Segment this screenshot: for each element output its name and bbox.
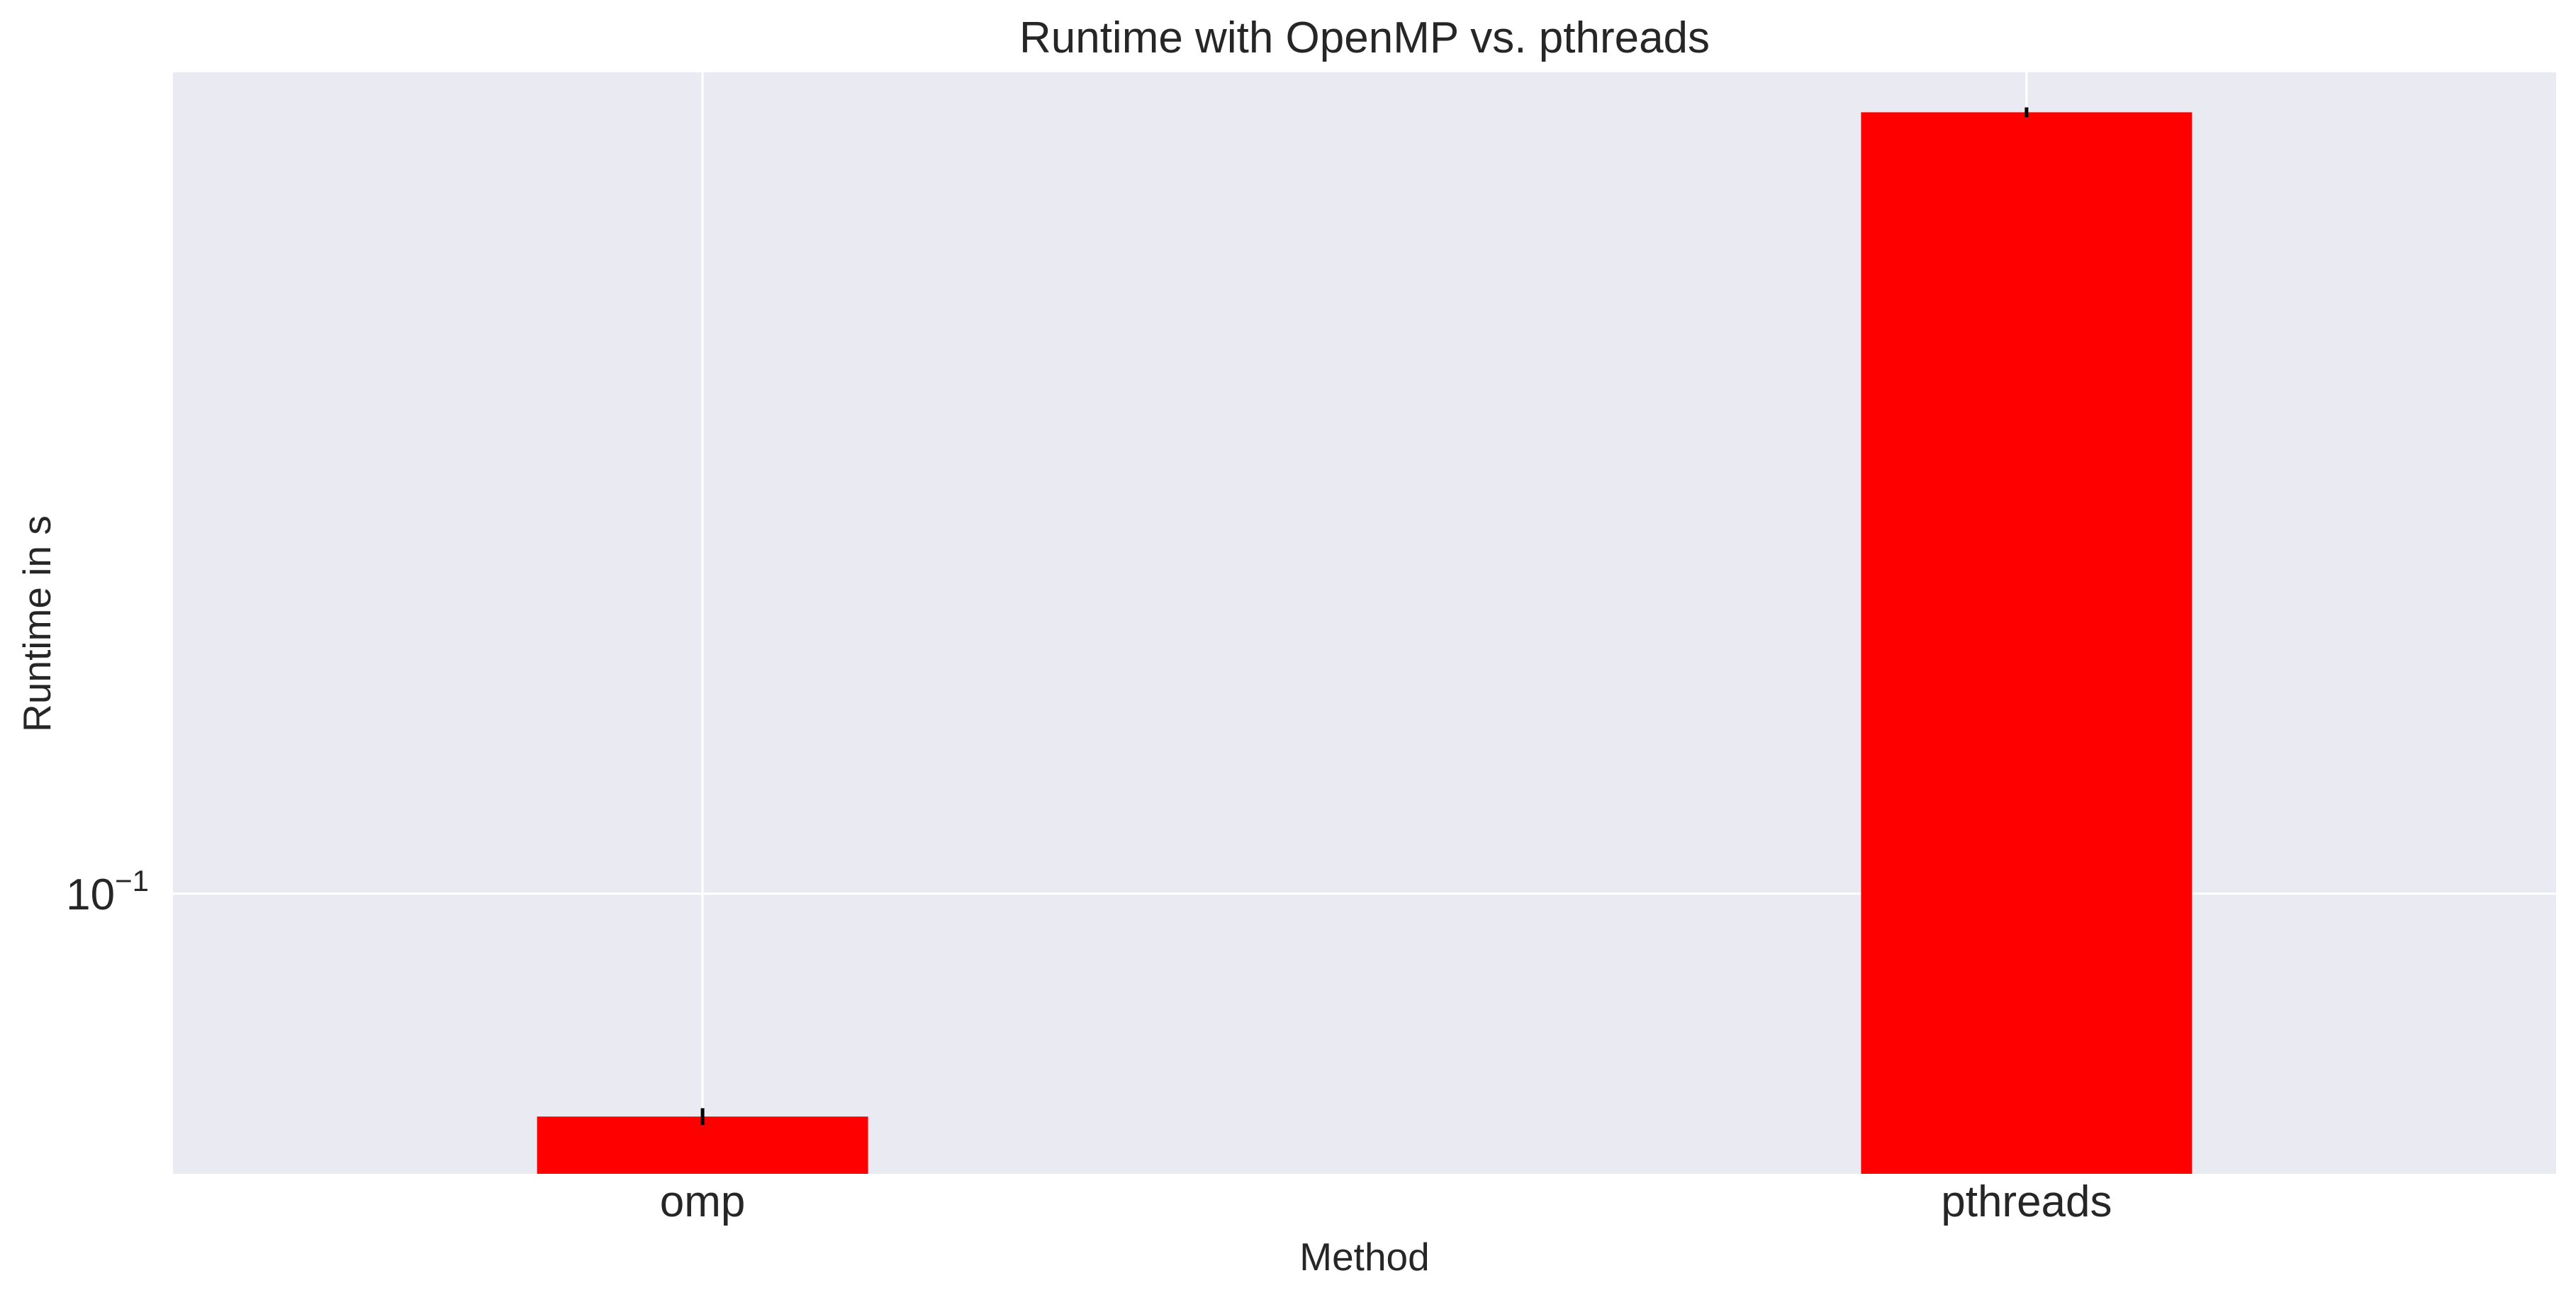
- error-bars: [700, 107, 2029, 1126]
- x-tick-label-pthreads: pthreads: [1941, 1177, 2112, 1226]
- chart-title: Runtime with OpenMP vs. pthreads: [1019, 13, 1710, 62]
- y-axis-label: Runtime in s: [15, 515, 59, 732]
- bars: [537, 112, 2193, 1174]
- bar-pthreads: [1861, 112, 2193, 1174]
- bar-omp: [537, 1116, 868, 1174]
- plot-area: [173, 72, 2556, 1174]
- y-tick-label: 10−1: [66, 864, 149, 919]
- x-axis-label: Method: [1299, 1235, 1429, 1279]
- x-tick-labels: omp pthreads: [660, 1177, 2112, 1226]
- y-tick-labels: 10−1: [66, 864, 149, 919]
- x-tick-label-omp: omp: [660, 1177, 746, 1226]
